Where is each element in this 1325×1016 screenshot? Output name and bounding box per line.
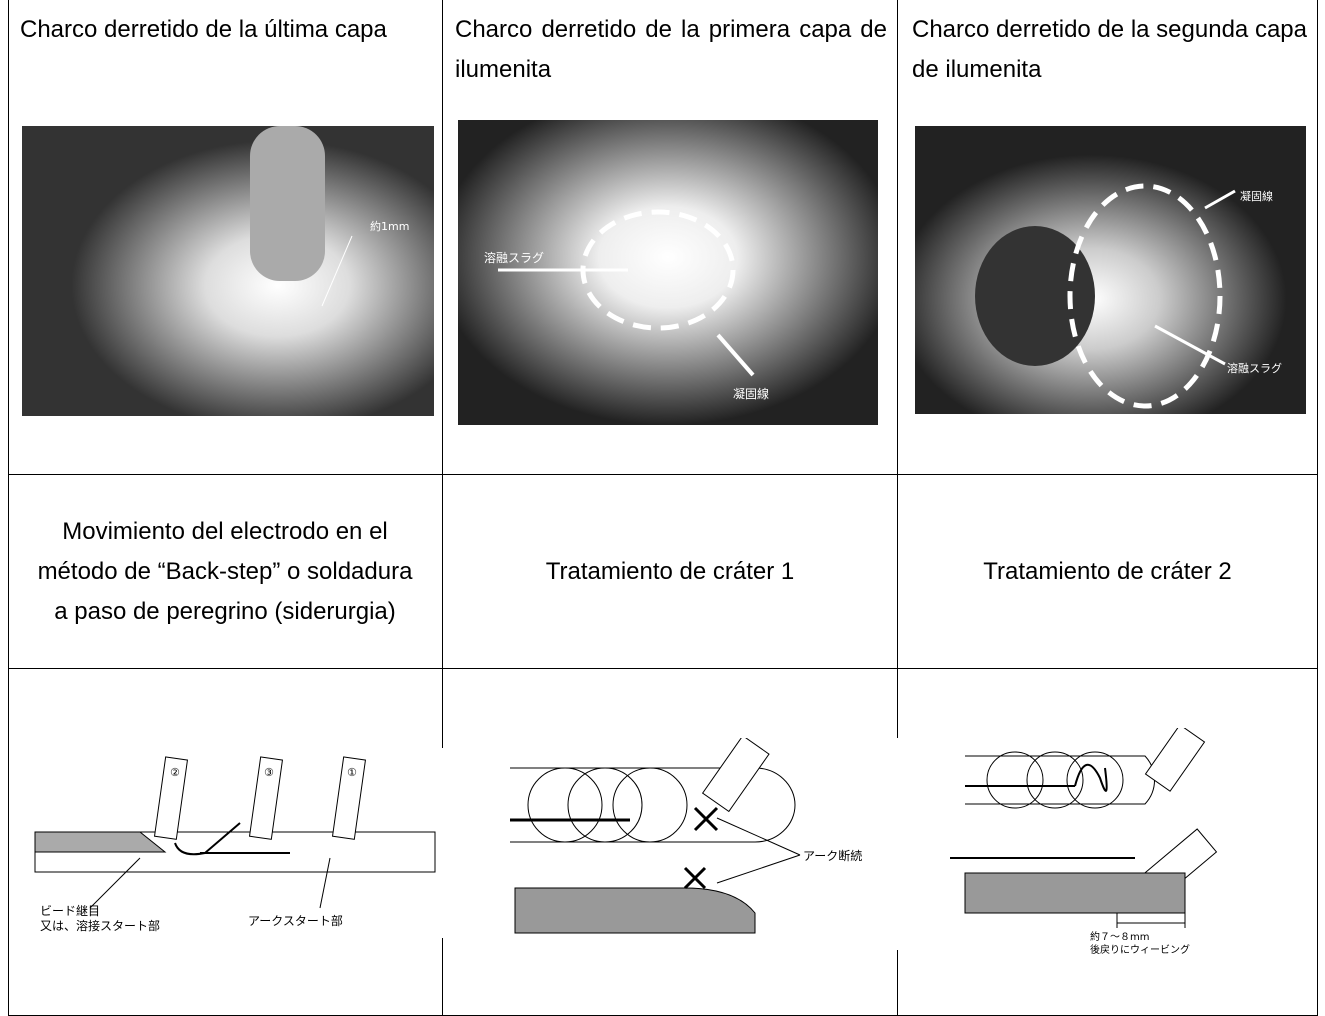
diagram-label: ① — [347, 766, 357, 779]
border — [8, 474, 1318, 475]
photo-label: 溶融スラグ — [484, 250, 544, 265]
photo: 溶融スラグ 凝固線 — [458, 120, 878, 425]
diagram-label: 後戻りにウィービング — [1090, 943, 1190, 956]
border — [442, 0, 443, 1016]
diagram-label: ② — [170, 766, 180, 779]
caption: Tratamiento de cráter 1 — [545, 557, 795, 585]
photo-label: 凝固線 — [1240, 189, 1273, 203]
diagram: アーク断続 — [455, 738, 905, 950]
diagram-label: ③ — [264, 766, 274, 779]
caption: Tratamiento de cráter 2 — [983, 557, 1232, 585]
border — [8, 0, 9, 1016]
border — [897, 0, 898, 1016]
caption: Charco derretido de la primera capa de i… — [455, 16, 887, 83]
diagram-label: 約７～８mm — [1090, 930, 1149, 943]
diagram-label: ビード継目 — [40, 903, 100, 918]
photo-label: 約1mm — [370, 219, 409, 233]
photo-label: 溶融スラグ — [1227, 361, 1282, 375]
caption: Movimiento del electrodo en el método de… — [37, 517, 413, 625]
photo — [22, 126, 434, 416]
diagram-label: 又は、溶接スタート部 — [40, 918, 160, 933]
diagram-label: アーク断続 — [803, 848, 862, 863]
border — [1317, 0, 1318, 1016]
caption: Charco derretido de la última capa — [20, 16, 387, 43]
photo-label-layer: 約1mm — [370, 219, 409, 233]
photo: 凝固線 溶融スラグ — [915, 126, 1306, 414]
photo-label: 凝固線 — [733, 386, 769, 401]
border — [8, 668, 1318, 669]
caption: Charco derretido de la segunda capa de i… — [912, 16, 1307, 83]
diagram: ② ③ ① ビード継目 又は、溶接スタート部 アークスタート部 — [30, 748, 445, 938]
diagram-label: アークスタート部 — [248, 913, 343, 928]
diagram: 約７～８mm 後戻りにウィービング — [905, 728, 1280, 960]
